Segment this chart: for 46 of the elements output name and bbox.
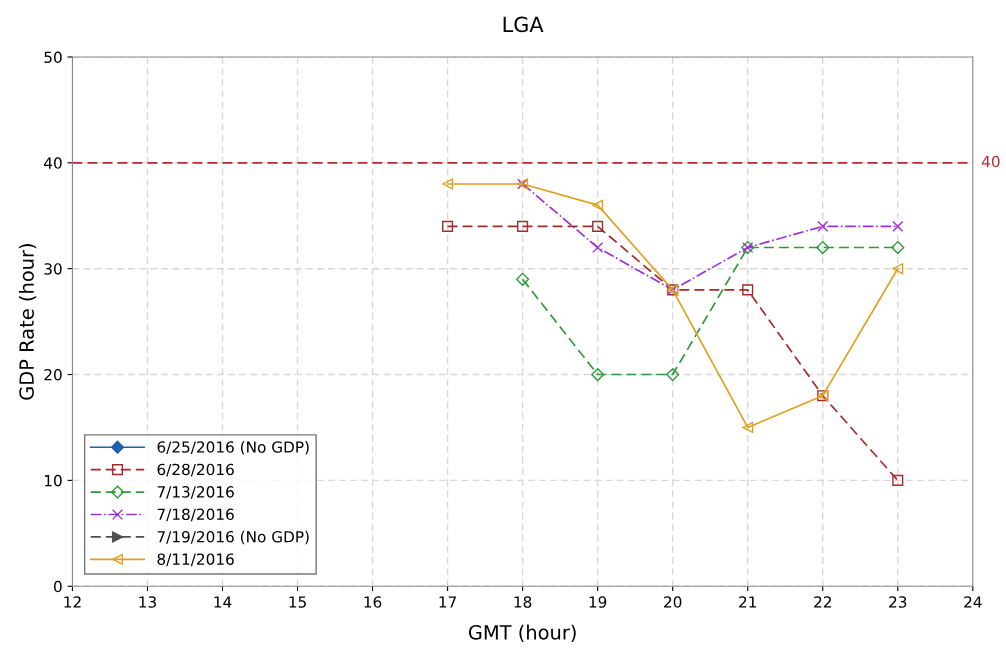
x-tick-label: 16 <box>364 596 382 608</box>
point <box>591 367 605 382</box>
point <box>666 367 680 382</box>
chart-title: LGA <box>503 16 544 33</box>
point <box>892 474 904 486</box>
point <box>742 284 754 296</box>
point <box>742 421 754 434</box>
legend-label: 8/11/2016 <box>157 553 234 567</box>
x-tick-label: 14 <box>214 596 232 608</box>
x-tick-label: 23 <box>889 596 907 608</box>
y-tick-label: 0 <box>54 580 62 593</box>
y-tick-label: 40 <box>44 157 62 169</box>
point <box>592 199 604 211</box>
y-axis-title: GDP Rate (hour) <box>18 244 37 400</box>
x-tick-label: 22 <box>814 596 831 608</box>
legend-label: 6/25/2016 (No GDP) <box>157 441 309 455</box>
x-axis-title: GMT (hour) <box>468 624 576 642</box>
point <box>816 240 830 255</box>
x-tick-label: 13 <box>139 596 156 608</box>
point <box>592 220 604 232</box>
x-tick-label: 15 <box>289 596 306 608</box>
point <box>817 220 829 232</box>
point <box>517 220 529 232</box>
x-tick-label: 21 <box>739 596 757 608</box>
y-tick-label: 20 <box>44 368 62 381</box>
legend-label: 7/18/2016 <box>157 508 234 522</box>
x-tick-label: 12 <box>64 596 81 608</box>
point <box>892 263 904 275</box>
point <box>592 241 604 254</box>
y-tick-label: 10 <box>44 474 62 487</box>
x-tick-label: 24 <box>964 596 982 608</box>
y-tick-label: 50 <box>44 51 62 64</box>
point <box>442 178 454 190</box>
legend-label: 7/19/2016 (No GDP) <box>157 530 309 545</box>
ref-line-label: 40 <box>981 155 1000 168</box>
x-tick-label: 18 <box>514 596 532 608</box>
legend-label: 7/13/2016 <box>157 486 234 499</box>
x-tick-label: 20 <box>664 596 682 608</box>
x-tick-label: 19 <box>589 596 607 608</box>
x-tick-label: 17 <box>439 596 456 608</box>
point <box>892 220 904 232</box>
point <box>891 240 905 255</box>
y-tick-label: 30 <box>44 263 62 275</box>
legend-label: 6/28/2016 <box>157 463 234 477</box>
point <box>516 272 530 286</box>
point <box>442 220 454 232</box>
